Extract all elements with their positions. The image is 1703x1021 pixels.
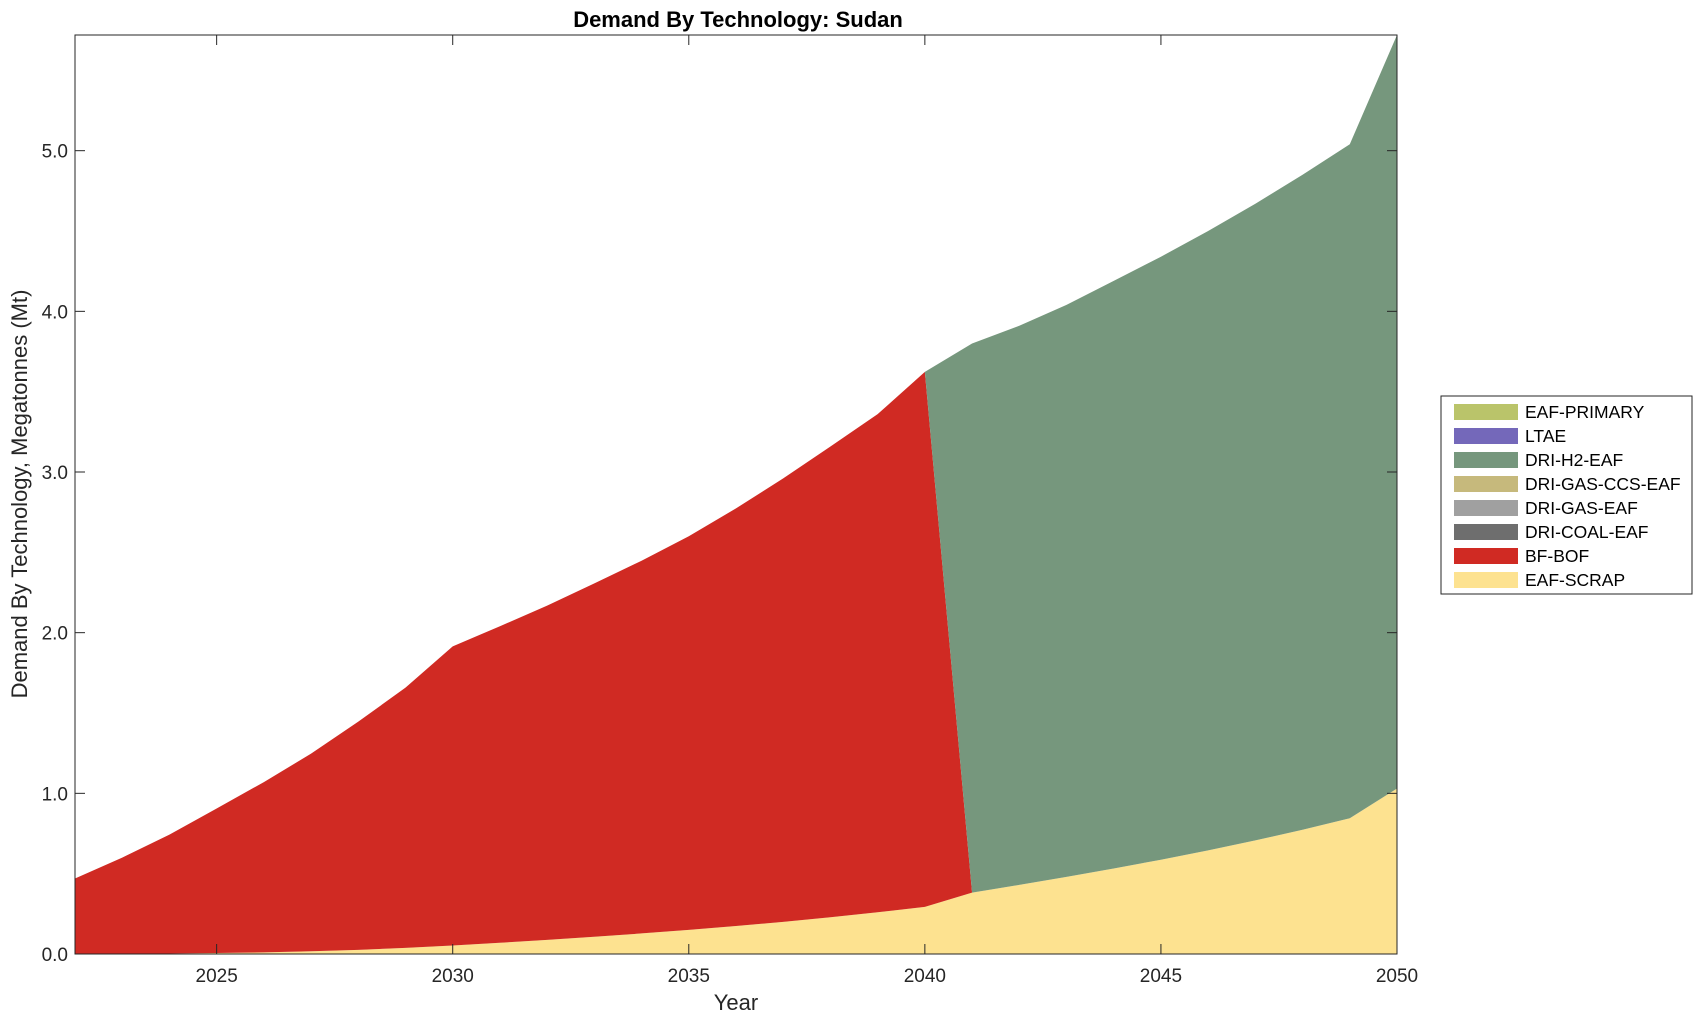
legend-label-dri-coal-eaf: DRI-COAL-EAF bbox=[1525, 522, 1648, 542]
y-axis-ticks: 0.0 1.0 2.0 3.0 4.0 5.0 bbox=[42, 142, 1397, 966]
legend-swatch-ltae bbox=[1454, 428, 1518, 444]
x-tick-label: 2025 bbox=[196, 966, 238, 987]
legend: EAF-PRIMARY LTAE DRI-H2-EAF DRI-GAS-CCS-EAF… bbox=[1440, 395, 1693, 595]
legend-swatch-dri-gas-eaf bbox=[1454, 500, 1518, 516]
y-tick-label: 3.0 bbox=[42, 463, 68, 484]
y-tick-label: 0.0 bbox=[42, 945, 68, 966]
x-tick-label: 2050 bbox=[1376, 966, 1418, 987]
x-tick-label: 2045 bbox=[1140, 966, 1182, 987]
y-axis-label: Demand By Technology, Megatonnes (Mt) bbox=[7, 290, 32, 699]
legend-label-eaf-primary: EAF-PRIMARY bbox=[1525, 402, 1645, 422]
x-tick-label: 2035 bbox=[668, 966, 710, 987]
chart-title: Demand By Technology: Sudan bbox=[573, 7, 903, 32]
y-tick-label: 2.0 bbox=[42, 624, 68, 645]
y-tick-label: 5.0 bbox=[42, 142, 68, 163]
legend-label-eaf-scrap: EAF-SCRAP bbox=[1525, 570, 1625, 590]
x-tick-label: 2040 bbox=[904, 966, 946, 987]
x-axis-label: Year bbox=[714, 990, 758, 1015]
legend-label-bf-bof: BF-BOF bbox=[1525, 546, 1589, 566]
legend-swatch-dri-gas-ccs-eaf bbox=[1454, 476, 1518, 492]
area-bf-bof bbox=[75, 371, 1397, 954]
legend-label-dri-gas-eaf: DRI-GAS-EAF bbox=[1525, 498, 1638, 518]
area-dri-h2-eaf bbox=[75, 35, 1397, 893]
legend-swatch-eaf-scrap bbox=[1454, 572, 1518, 588]
x-tick-label: 2030 bbox=[432, 966, 474, 987]
legend-swatch-dri-coal-eaf bbox=[1454, 524, 1518, 540]
series-areas bbox=[75, 35, 1397, 954]
legend-swatch-dri-h2-eaf bbox=[1454, 452, 1518, 468]
legend-label-dri-h2-eaf: DRI-H2-EAF bbox=[1525, 450, 1623, 470]
plot-frame bbox=[74, 34, 1398, 955]
y-tick-label: 1.0 bbox=[42, 784, 68, 805]
legend-swatch-eaf-primary bbox=[1454, 404, 1518, 420]
legend-label-dri-gas-ccs-eaf: DRI-GAS-CCS-EAF bbox=[1525, 474, 1681, 494]
area-eaf-scrap bbox=[75, 788, 1397, 954]
x-axis-ticks: 2025 2030 2035 2040 2045 2050 bbox=[196, 35, 1418, 987]
legend-label-ltae: LTAE bbox=[1525, 426, 1566, 446]
legend-items: EAF-PRIMARY LTAE DRI-H2-EAF DRI-GAS-CCS-EAF… bbox=[1454, 402, 1681, 590]
legend-swatch-bf-bof bbox=[1454, 548, 1518, 564]
y-tick-label: 4.0 bbox=[42, 302, 68, 323]
